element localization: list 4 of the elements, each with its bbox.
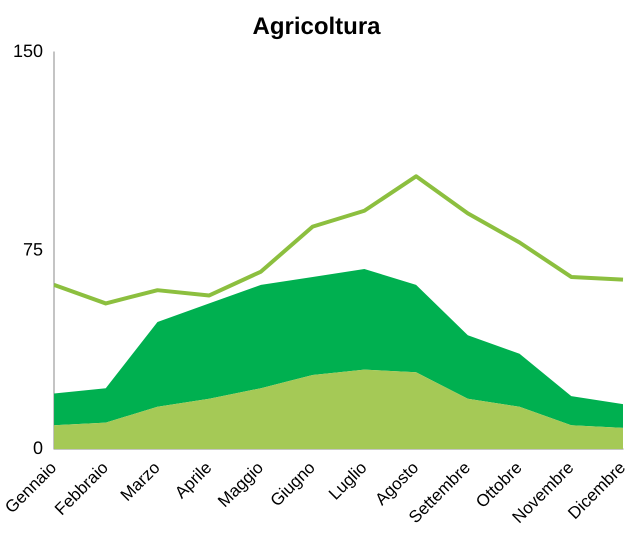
y-tick-label: 150 [12, 40, 44, 61]
y-tick-label: 0 [33, 438, 44, 458]
y-tick-label: 75 [23, 239, 44, 260]
chart-title: Agricoltura [252, 13, 382, 40]
